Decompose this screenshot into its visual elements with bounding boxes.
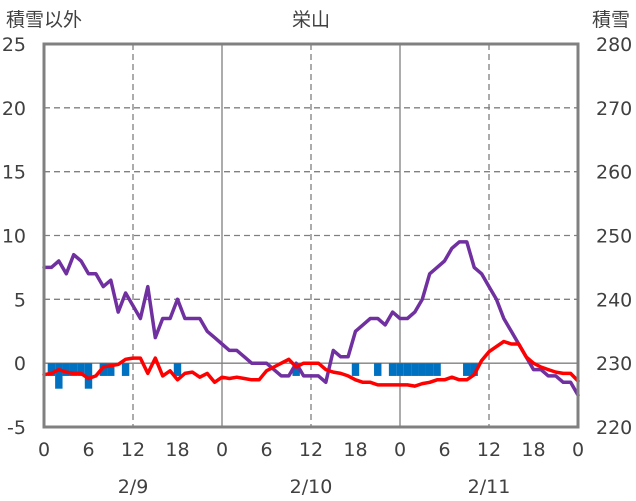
precipitation-bar	[292, 363, 300, 376]
x-tick-label: 12	[121, 439, 145, 461]
snow-depth-line	[42, 240, 580, 397]
right-tick-label: 270	[596, 98, 632, 120]
left-tick-label: -5	[7, 417, 26, 439]
x-ticks: 0 6 12 18 0 6 12 18 0 6 12 18 0	[38, 439, 584, 461]
precipitation-bar	[433, 363, 441, 376]
x-tick-label: 18	[343, 439, 367, 461]
precipitation-bar	[55, 363, 63, 389]
chart-title: 栄山	[292, 9, 330, 31]
date-label: 2/9	[118, 476, 149, 498]
right-tick-label: 260	[596, 162, 632, 184]
right-tick-label: 230	[596, 353, 632, 375]
left-tick-label: 5	[14, 289, 26, 311]
left-y-ticks: 25 20 15 10 5 0 -5	[2, 34, 26, 439]
precipitation-bar	[47, 363, 56, 376]
precipitation-bar	[173, 363, 182, 376]
precipitation-bar	[121, 363, 130, 376]
x-tick-label: 6	[260, 439, 272, 461]
series-lines	[42, 240, 580, 397]
left-tick-label: 25	[2, 34, 26, 56]
x-tick-label: 0	[38, 439, 50, 461]
left-tick-label: 15	[2, 162, 26, 184]
date-label: 2/10	[290, 476, 333, 498]
right-tick-label: 220	[596, 417, 632, 439]
precipitation-bar	[411, 363, 419, 376]
date-label: 2/11	[468, 476, 511, 498]
x-tick-label: 0	[216, 439, 228, 461]
precipitation-bar	[107, 363, 115, 376]
precipitation-bar	[463, 363, 471, 376]
y-axis-label-right: 積雪	[592, 9, 630, 31]
precipitation-bar	[84, 363, 93, 389]
x-tick-label: 12	[477, 439, 501, 461]
x-tick-label: 18	[165, 439, 189, 461]
temperature-line	[42, 339, 580, 388]
precipitation-bar	[470, 363, 478, 376]
x-tick-label: 18	[521, 439, 545, 461]
right-y-ticks: 280 270 260 250 240 230 220	[596, 34, 632, 439]
precipitation-bar	[374, 363, 382, 376]
right-tick-label: 250	[596, 226, 632, 248]
precipitation-bar	[77, 363, 85, 376]
precipitation-bar	[396, 363, 404, 376]
plot-frame	[42, 42, 580, 429]
x-tick-label: 0	[572, 439, 584, 461]
left-tick-label: 0	[14, 353, 26, 375]
precipitation-bar	[418, 363, 426, 376]
precipitation-bar	[351, 363, 360, 376]
x-tick-label: 0	[394, 439, 406, 461]
precipitation-bar	[62, 363, 70, 376]
right-tick-label: 280	[596, 34, 632, 56]
x-tick-label: 6	[82, 439, 94, 461]
left-tick-label: 10	[2, 226, 26, 248]
x-tick-label: 12	[299, 439, 323, 461]
precipitation-bar	[388, 363, 397, 376]
right-tick-label: 240	[596, 289, 632, 311]
x-tick-label: 6	[438, 439, 450, 461]
precipitation-bar	[425, 363, 434, 376]
y-axis-label-left: 積雪以外	[6, 9, 82, 31]
precipitation-bar	[69, 363, 78, 376]
precipitation-bar	[403, 363, 412, 376]
date-labels: 2/9 2/10 2/11	[118, 476, 511, 498]
left-tick-label: 20	[2, 98, 26, 120]
